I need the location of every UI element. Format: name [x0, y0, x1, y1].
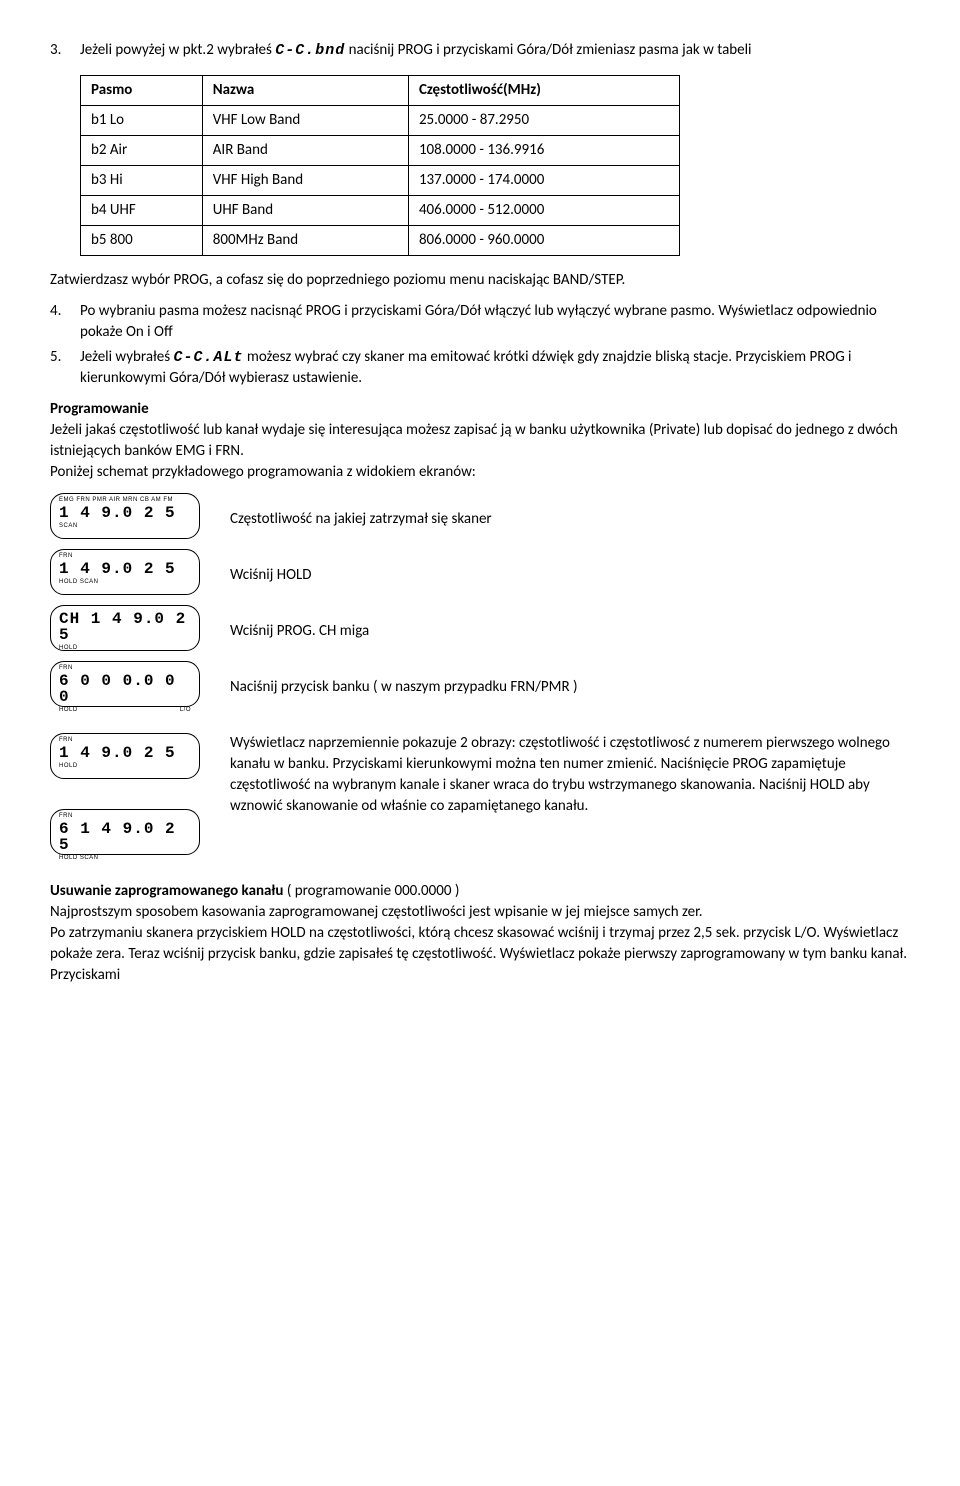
- list-number: 4.: [50, 301, 80, 343]
- table-cell: VHF High Band: [202, 166, 408, 196]
- screen-row: EMG FRN PMR AIR MRN CB AM FM 1 4 9.0 2 5…: [50, 493, 910, 545]
- screen-row: FRN 6 0 0 0.0 0 0 HOLDL/O Naciśnij przycis…: [50, 661, 910, 713]
- table-cell: 137.0000 - 174.0000: [408, 166, 679, 196]
- lcd-bottom-row: HOLDL/O: [59, 707, 191, 713]
- lcd-screen: EMG FRN PMR AIR MRN CB AM FM 1 4 9.0 2 5…: [50, 493, 200, 539]
- lcd-code: C-C.ALt: [173, 349, 243, 366]
- list-item-5: 5. Jeżeli wybrałeś C-C.ALt możesz wybrać…: [50, 347, 910, 389]
- screen-description: Naciśnij przycisk banku ( w naszym przyp…: [220, 677, 910, 698]
- table-cell: b2 Air: [81, 136, 203, 166]
- list-text: Jeżeli powyżej w pkt.2 wybrałeś C-C.bnd …: [80, 40, 910, 61]
- table-cell: UHF Band: [202, 196, 408, 226]
- list-item-4: 4. Po wybraniu pasma możesz nacisnąć PRO…: [50, 301, 910, 343]
- lcd-main-row: 1 4 9.0 2 5: [59, 745, 191, 761]
- table-cell: b4 UHF: [81, 196, 203, 226]
- table-cell: b3 Hi: [81, 166, 203, 196]
- lcd-screen: FRN6 1 4 9.0 2 5 HOLD SCAN: [50, 809, 200, 855]
- lcd-top-row: EMG FRN PMR AIR MRN CB AM FM: [59, 497, 191, 503]
- paragraph: Poniżej schemat przykładowego programowa…: [50, 463, 476, 481]
- table-header: Nazwa: [202, 76, 408, 106]
- lcd-screen: FRN 1 4 9.0 2 5 HOLD: [50, 733, 200, 779]
- table-cell: 108.0000 - 136.9916: [408, 136, 679, 166]
- table-row: b3 HiVHF High Band137.0000 - 174.0000: [81, 166, 680, 196]
- table-cell: b1 Lo: [81, 106, 203, 136]
- table-cell: 25.0000 - 87.2950: [408, 106, 679, 136]
- screen-description: Częstotliwość na jakiej zatrzymał się sk…: [220, 509, 910, 530]
- table-row: b4 UHFUHF Band406.0000 - 512.0000: [81, 196, 680, 226]
- table-row: b5 800800MHz Band806.0000 - 960.0000: [81, 226, 680, 256]
- table-cell: 406.0000 - 512.0000: [408, 196, 679, 226]
- screen-description: Wyświetlacz naprzemiennie pokazuje 2 obr…: [220, 733, 910, 817]
- screen-row: FRN 1 4 9.0 2 5 HOLD SCAN Wciśnij HOLD: [50, 549, 910, 601]
- screen-row: CH 1 4 9.0 2 5 HOLD Wciśnij PROG. CH miga: [50, 605, 910, 657]
- table-row: b2 AirAIR Band108.0000 - 136.9916: [81, 136, 680, 166]
- text: Jeżeli wybrałeś: [80, 348, 173, 366]
- lcd-bottom-row: HOLD: [59, 763, 191, 769]
- lcd-top-row: FRN: [59, 665, 191, 671]
- lcd-bottom-row: SCAN: [59, 523, 191, 529]
- lcd-bottom-row: HOLD SCAN: [59, 579, 191, 585]
- list-number: 3.: [50, 40, 80, 61]
- table-cell: 800MHz Band: [202, 226, 408, 256]
- table-cell: VHF Low Band: [202, 106, 408, 136]
- table-row: b1 LoVHF Low Band25.0000 - 87.2950: [81, 106, 680, 136]
- screen-description: Wciśnij PROG. CH miga: [220, 621, 910, 642]
- paragraph: Zatwierdzasz wybór PROG, a cofasz się do…: [50, 270, 910, 291]
- list-text: Jeżeli wybrałeś C-C.ALt możesz wybrać cz…: [80, 347, 910, 389]
- heading: Programowanie: [50, 400, 149, 418]
- lcd-screen: CH 1 4 9.0 2 5 HOLD: [50, 605, 200, 651]
- lcd-top-row: FRN: [59, 553, 191, 559]
- frequency-table: Pasmo Nazwa Częstotliwość(MHz) b1 LoVHF …: [80, 75, 680, 256]
- screen-block-dual: FRN 1 4 9.0 2 5 HOLD FRN 6 1 4 9.0 2 5 HO…: [50, 733, 910, 861]
- lcd-screen: FRN6 0 0 0.0 0 0 HOLDL/O: [50, 661, 200, 707]
- lcd-code: C-C.bnd: [275, 42, 345, 59]
- table-header: Pasmo: [81, 76, 203, 106]
- screen-description: Wciśnij HOLD: [220, 565, 910, 586]
- list-number: 5.: [50, 347, 80, 389]
- paragraph: Po zatrzymaniu skanera przyciskiem HOLD …: [50, 924, 907, 984]
- lcd-bottom-row: HOLD: [59, 645, 191, 651]
- table-header: Częstotliwość(MHz): [408, 76, 679, 106]
- table-cell: 806.0000 - 960.0000: [408, 226, 679, 256]
- lcd-main-row: 1 4 9.0 2 5: [59, 561, 191, 577]
- list-text: Po wybraniu pasma możesz nacisnąć PROG i…: [80, 301, 910, 343]
- lcd-top-row: FRN: [59, 813, 191, 819]
- text: Jeżeli powyżej w pkt.2 wybrałeś: [80, 41, 275, 59]
- lcd-top-row: FRN: [59, 737, 191, 743]
- paragraph: Jeżeli jakaś częstotliwość lub kanał wyd…: [50, 421, 898, 460]
- section-programowanie: Programowanie Jeżeli jakaś częstotliwość…: [50, 399, 910, 483]
- heading-suffix: ( programowanie 000.0000 ): [283, 882, 459, 900]
- list-item-3: 3. Jeżeli powyżej w pkt.2 wybrałeś C-C.b…: [50, 40, 910, 61]
- lcd-main-row: CH 1 4 9.0 2 5: [59, 611, 191, 643]
- heading: Usuwanie zaprogramowanego kanału: [50, 882, 283, 900]
- table-cell: AIR Band: [202, 136, 408, 166]
- lcd-main-row: 6 1 4 9.0 2 5: [59, 821, 191, 853]
- paragraph: Najprostszym sposobem kasowania zaprogra…: [50, 903, 703, 921]
- lcd-screen: FRN 1 4 9.0 2 5 HOLD SCAN: [50, 549, 200, 595]
- lcd-bottom-row: HOLD SCAN: [59, 855, 191, 861]
- section-usuwanie: Usuwanie zaprogramowanego kanału ( progr…: [50, 881, 910, 986]
- lcd-main-row: 6 0 0 0.0 0 0: [59, 673, 191, 705]
- text: naciśnij PROG i przyciskami Góra/Dół zmi…: [345, 41, 751, 59]
- lcd-main-row: 1 4 9.0 2 5: [59, 505, 191, 521]
- table-cell: b5 800: [81, 226, 203, 256]
